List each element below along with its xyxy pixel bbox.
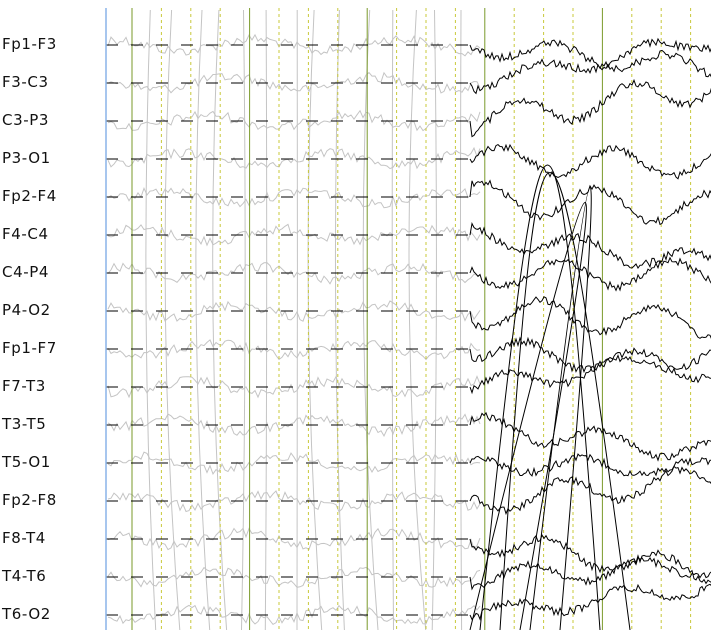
artifact-sweep [529, 187, 592, 630]
active-trace [469, 143, 711, 180]
faded-sweep [408, 9, 427, 630]
active-trace [469, 533, 711, 585]
faded-trace [107, 300, 481, 322]
active-trace-group [469, 37, 711, 630]
channel-label: C3-P3 [2, 111, 50, 129]
channel-label: P3-O1 [2, 149, 51, 167]
channel-label: Fp1-F3 [2, 35, 57, 53]
time-gridline-group [131, 8, 692, 630]
faded-sweep [362, 9, 379, 630]
artifact-sweep [469, 202, 587, 630]
faded-trace [107, 223, 481, 247]
channel-label: C4-P4 [2, 263, 50, 281]
faded-sweep [459, 9, 463, 630]
artifact-sweep [479, 164, 601, 630]
channel-label: F7-T3 [2, 377, 46, 395]
channel-label: Fp1-F7 [2, 339, 57, 357]
faded-trace [107, 566, 481, 588]
active-trace [469, 296, 711, 339]
faded-trace [107, 413, 481, 437]
channel-label: Fp2-F8 [2, 491, 57, 509]
channel-label-column: Fp1-F3 F3-C3 C3-P3 P3-O1 Fp2-F4 F4-C4 C4… [0, 0, 104, 630]
channel-baseline-group [106, 44, 480, 616]
active-trace [469, 583, 711, 621]
channel-label: T5-O1 [2, 453, 51, 471]
faded-sweep [334, 9, 345, 630]
active-trace [469, 256, 711, 292]
active-trace [469, 556, 711, 591]
faded-sweep [145, 9, 157, 630]
faded-trace [107, 451, 481, 475]
faded-sweep [264, 9, 268, 630]
channel-label: F8-T4 [2, 529, 46, 547]
faded-trace [107, 109, 481, 132]
active-trace [469, 465, 711, 516]
faded-trace [107, 71, 481, 94]
faded-sweep [307, 9, 323, 630]
faded-sweep [241, 9, 246, 630]
faded-trace [107, 186, 481, 209]
channel-label: F4-C4 [2, 225, 49, 243]
channel-label: T4-T6 [2, 567, 47, 585]
faded-trace [107, 262, 481, 285]
faded-sweep [391, 9, 394, 630]
active-trace [469, 222, 711, 269]
channel-label: P4-O2 [2, 301, 51, 319]
channel-label: T3-T5 [2, 415, 47, 433]
faded-sweep [164, 9, 181, 630]
active-trace [469, 179, 711, 226]
faded-trace [107, 375, 481, 399]
faded-trace [107, 604, 481, 626]
faded-trace [107, 146, 481, 170]
active-trace [469, 453, 711, 477]
active-trace [469, 411, 711, 462]
faded-sweep [195, 9, 211, 630]
artifact-sweep [499, 172, 631, 630]
faded-sweep [431, 9, 437, 630]
active-trace [469, 37, 711, 95]
channel-label: T6-O2 [2, 605, 51, 623]
active-trace [469, 349, 711, 395]
channel-label: F3-C3 [2, 73, 49, 91]
active-trace [469, 39, 711, 78]
faded-trace [107, 490, 481, 513]
faded-trace [107, 339, 481, 361]
channel-label: Fp2-F4 [2, 187, 57, 205]
active-trace [469, 78, 711, 138]
faded-trace-group [107, 9, 481, 630]
faded-sweep [212, 9, 228, 630]
